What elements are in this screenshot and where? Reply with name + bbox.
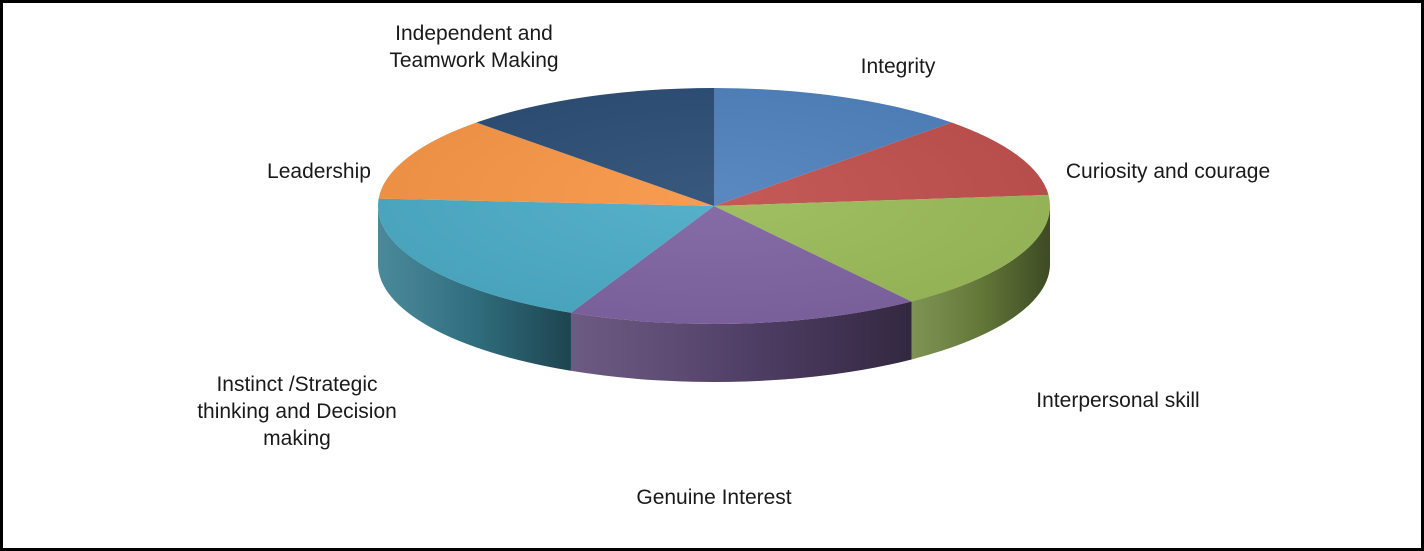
slice-label-genuine-interest: Genuine Interest [636, 486, 791, 509]
slice-label-curiosity-and-courage: Curiosity and courage [1066, 160, 1270, 183]
slice-label-integrity: Integrity [861, 55, 936, 78]
pie-side-shade [378, 206, 571, 371]
pie-side-walls [378, 206, 1050, 382]
slice-label-interpersonal-skill: Interpersonal skill [1036, 389, 1199, 412]
pie-side-shade [570, 301, 912, 382]
pie-side-shade [911, 206, 1050, 360]
slice-label-independent-and-teamwork-making: Independent and Teamwork Making [389, 22, 558, 72]
slice-labels: Integrity Curiosity and courage Interperso… [197, 22, 1270, 509]
slice-label-leadership: Leadership [267, 160, 371, 183]
slice-label-instinct-strategic-thinking-and-decision-making: Instinct /Strategic thinking and Decision… [197, 373, 397, 450]
pie-top-gloss [378, 88, 1050, 324]
pie-top-faces [378, 88, 1050, 324]
